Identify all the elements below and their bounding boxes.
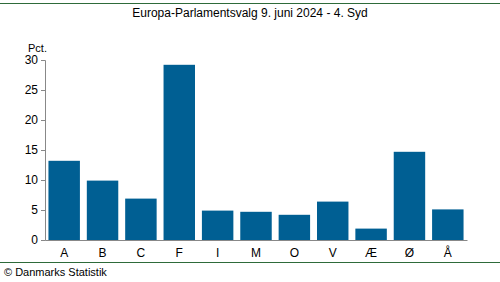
- x-tick-label: V: [329, 246, 337, 260]
- bottom-rule: [0, 262, 500, 263]
- bar: [355, 229, 386, 240]
- x-tick: C: [137, 240, 146, 260]
- title: Europa-Parlamentsvalg 9. juni 2024 - 4. …: [132, 6, 367, 20]
- bar: [125, 199, 156, 240]
- top-rule: [0, 3, 500, 4]
- bar: [279, 215, 310, 240]
- x-tick-label: C: [137, 246, 146, 260]
- y-tick: 25: [25, 83, 45, 97]
- x-tick: M: [251, 240, 261, 260]
- bar: [394, 152, 425, 240]
- x-tick: A: [60, 240, 68, 260]
- y-tick-label: 10: [25, 173, 39, 187]
- bar: [202, 211, 233, 240]
- y-tick: 15: [25, 143, 45, 157]
- y-axis: 0 5 10 15 20 25 30: [25, 53, 46, 247]
- bar: [164, 65, 195, 240]
- x-tick: F: [176, 240, 183, 260]
- y-tick-mark: [41, 90, 45, 91]
- y-tick: 10: [25, 173, 45, 187]
- x-tick-label: I: [216, 246, 219, 260]
- x-tick-label: O: [290, 246, 299, 260]
- x-tick-label: F: [176, 246, 183, 260]
- x-tick: V: [329, 240, 337, 260]
- y-tick-mark: [41, 120, 45, 121]
- y-tick: 5: [31, 203, 45, 217]
- x-tick: Æ: [365, 240, 377, 260]
- chart: Europa-Parlamentsvalg 9. juni 2024 - 4. …: [0, 0, 500, 282]
- y-tick-label: 0: [31, 233, 38, 247]
- bar: [432, 209, 463, 240]
- y-tick-label: 5: [31, 203, 38, 217]
- x-tick-label: A: [60, 246, 68, 260]
- y-label: Pct.: [28, 42, 47, 54]
- source: © Danmarks Statistik: [4, 266, 107, 278]
- bars: [48, 65, 463, 240]
- y-tick-label: 15: [25, 143, 39, 157]
- bar: [240, 212, 271, 240]
- x-axis: ABCFIMOVÆØÅ: [46, 240, 468, 260]
- y-tick: 0: [31, 233, 45, 247]
- x-axis-line: [46, 240, 468, 241]
- y-tick-mark: [41, 180, 45, 181]
- y-tick: 20: [25, 113, 45, 127]
- x-tick-label: M: [251, 246, 261, 260]
- y-tick-label: 20: [25, 113, 39, 127]
- x-tick-label: B: [99, 246, 107, 260]
- y-tick: 30: [25, 53, 45, 67]
- y-tick-mark: [41, 240, 45, 241]
- x-tick: Ø: [405, 240, 414, 260]
- y-tick-mark: [41, 150, 45, 151]
- x-tick: O: [290, 240, 299, 260]
- x-tick: Å: [444, 240, 452, 260]
- y-tick-mark: [41, 210, 45, 211]
- x-tick: B: [99, 240, 107, 260]
- x-tick-label: Ø: [405, 246, 414, 260]
- y-tick-label: 30: [25, 53, 39, 67]
- bar: [87, 181, 118, 240]
- bar: [317, 202, 348, 240]
- bar: [48, 161, 79, 240]
- x-tick-label: Å: [444, 245, 452, 260]
- y-tick-label: 25: [25, 83, 39, 97]
- x-tick-label: Æ: [365, 246, 377, 260]
- y-axis-line: [41, 61, 46, 241]
- y-tick-mark: [41, 60, 45, 61]
- x-tick: I: [216, 240, 219, 260]
